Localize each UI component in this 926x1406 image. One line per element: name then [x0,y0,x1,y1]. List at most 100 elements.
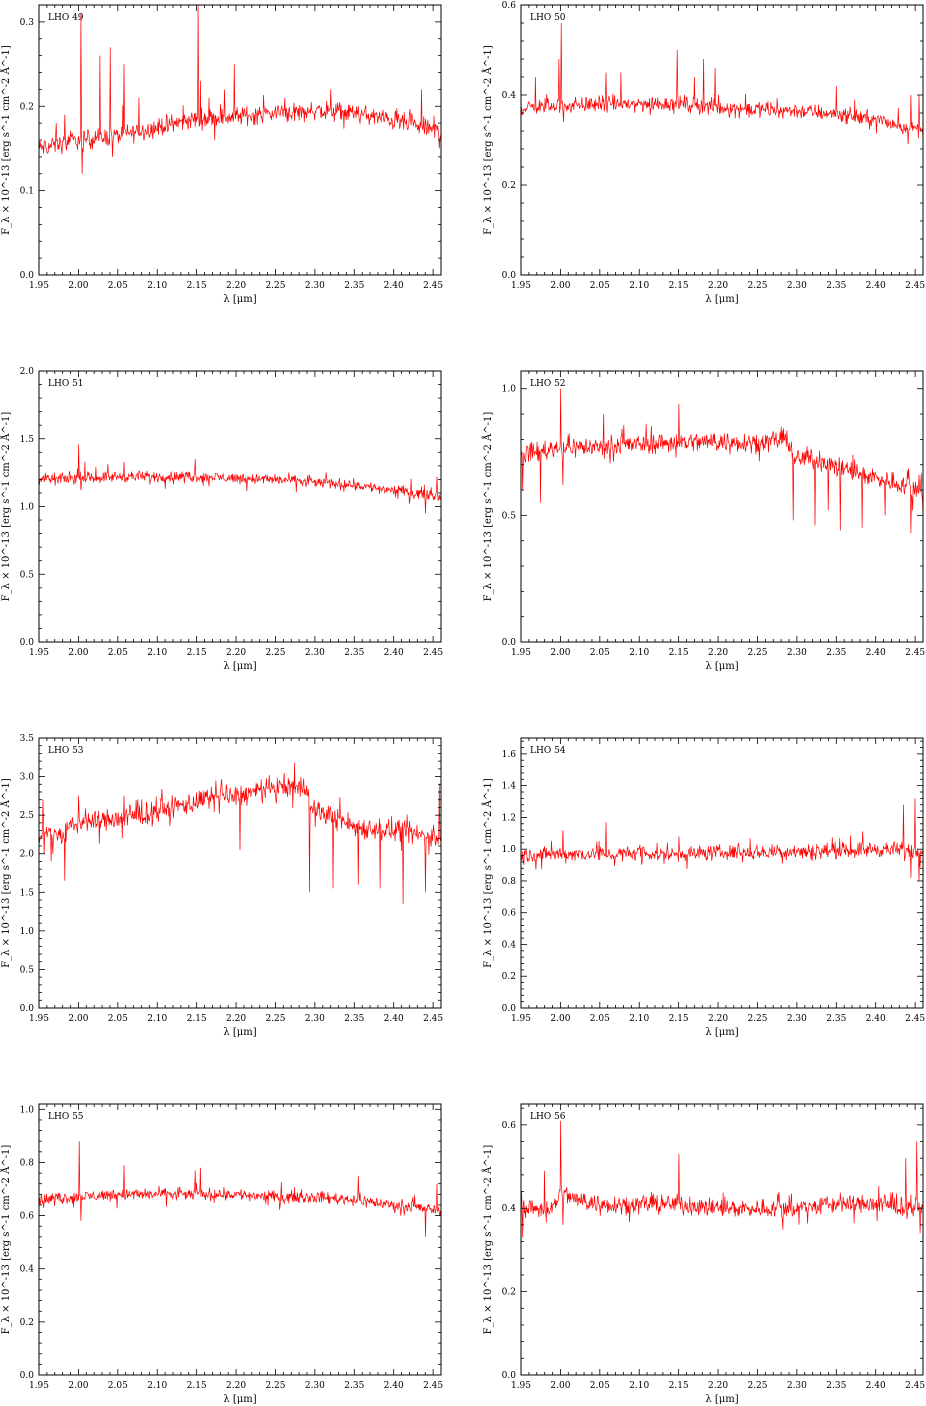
panel-label: LHO 51 [48,379,84,389]
panel-1: 1.95 2.00 2.05 2.10 2.15 2.20 2.25 2.30 2.35 2.40… [0,4,443,305]
x-tick-label: 2.25 [747,281,767,291]
y-tick-label: 0.8 [502,877,517,887]
y-tick-label: 2.0 [20,367,35,377]
plot-frame [520,4,924,276]
y-tick-label: 3.0 [20,773,35,783]
x-tick-label: 2.10 [147,1014,167,1024]
panel-5: 1.95 2.00 2.05 2.10 2.15 2.20 2.25 2.30 2.35 2.40… [0,734,443,1038]
x-tick-label: 2.30 [305,648,325,658]
y-tick-label: 1.0 [20,1105,35,1115]
panel-label: LHO 55 [48,1112,84,1122]
x-tick-label: 2.05 [590,1014,610,1024]
plot-frame [38,370,442,643]
x-tick-label: 2.20 [708,648,728,658]
y-tick-label: 1.4 [502,782,517,792]
x-tick-label: 2.25 [265,648,285,658]
y-tick-label: 0.6 [20,1212,35,1222]
x-tick-label: 2.35 [826,281,846,291]
x-tick-label: 2.35 [344,1014,364,1024]
x-axis-label: λ [μm] [223,1027,256,1038]
spectrum-line [39,1141,441,1237]
panel-6: 1.95 2.00 2.05 2.10 2.15 2.20 2.25 2.30 2.35 2.40… [482,737,925,1038]
panel-8: 1.95 2.00 2.05 2.10 2.15 2.20 2.25 2.30 2.35 2.40… [482,1103,925,1405]
x-tick-label: 2.10 [147,281,167,291]
x-tick-label: 2.05 [590,1381,610,1391]
x-tick-label: 2.30 [787,1381,807,1391]
x-tick-label: 2.10 [629,281,649,291]
y-axis-label: F_λ × 10^-13 [erg s^-1 cm^-2 Å^-1] [0,412,12,602]
x-axis-label: λ [μm] [223,1394,256,1405]
x-tick-label: 2.30 [787,1014,807,1024]
y-tick-label: 0.0 [20,271,35,281]
x-tick-label: 2.45 [905,648,925,658]
y-axis-label: F_λ × 10^-13 [erg s^-1 cm^-2 Å^-1] [0,778,12,968]
y-tick-label: 1.2 [502,813,516,823]
y-tick-label: 0.3 [20,18,35,28]
y-axis-label: F_λ × 10^-13 [erg s^-1 cm^-2 Å^-1] [0,45,12,235]
x-tick-label: 1.95 [29,1014,49,1024]
plot-frame [38,1103,442,1376]
spectrum-line [521,388,923,534]
panel-label: LHO 50 [530,13,566,23]
x-tick-label: 2.10 [629,648,649,658]
panel-3: 1.95 2.00 2.05 2.10 2.15 2.20 2.25 2.30 2.35 2.40… [0,367,443,672]
y-tick-label: 0.2 [502,972,516,982]
plot-frame [520,1103,924,1376]
plot-frame [520,370,924,643]
x-tick-label: 2.15 [187,1381,207,1391]
x-tick-label: 2.25 [747,1381,767,1391]
y-tick-label: 0.5 [502,511,517,521]
x-tick-label: 2.15 [669,648,689,658]
panel-label: LHO 54 [530,746,566,756]
x-tick-label: 2.45 [423,1381,443,1391]
y-tick-label: 0.1 [20,187,34,197]
x-tick-label: 2.20 [226,1381,246,1391]
x-tick-label: 2.00 [550,1014,570,1024]
x-tick-label: 2.40 [866,281,886,291]
x-tick-label: 2.45 [423,281,443,291]
x-tick-label: 2.15 [669,1014,689,1024]
x-tick-label: 1.95 [511,648,531,658]
y-tick-label: 0.2 [20,1318,34,1328]
x-tick-label: 2.30 [787,281,807,291]
x-tick-label: 2.00 [68,1014,88,1024]
x-tick-label: 2.30 [787,648,807,658]
x-tick-label: 2.05 [108,1381,128,1391]
x-tick-label: 2.35 [826,648,846,658]
panel-4: 1.95 2.00 2.05 2.10 2.15 2.20 2.25 2.30 2.35 2.40… [482,370,925,672]
x-axis-label: λ [μm] [705,661,738,672]
x-tick-label: 2.05 [108,1014,128,1024]
x-tick-label: 2.20 [226,281,246,291]
y-tick-label: 0.4 [20,1265,35,1275]
y-tick-label: 0.0 [502,638,517,648]
x-tick-label: 2.40 [866,1014,886,1024]
y-tick-label: 1.0 [20,503,35,513]
x-tick-label: 2.30 [305,281,325,291]
x-tick-label: 2.25 [265,1014,285,1024]
y-axis-label: F_λ × 10^-13 [erg s^-1 cm^-2 Å^-1] [482,412,494,602]
plot-frame [520,737,924,1009]
x-tick-label: 2.40 [384,1014,404,1024]
x-tick-label: 2.35 [344,1381,364,1391]
y-tick-label: 0.0 [20,1371,35,1381]
spectrum-line [521,798,923,881]
plot-frame [38,4,442,276]
x-tick-label: 2.15 [669,1381,689,1391]
y-tick-label: 0.6 [502,1121,517,1131]
panel-7: 1.95 2.00 2.05 2.10 2.15 2.20 2.25 2.30 2.35 2.40… [0,1103,443,1405]
x-tick-label: 2.05 [108,281,128,291]
y-tick-label: 0.5 [20,965,35,975]
y-tick-label: 0.0 [502,1371,517,1381]
x-tick-label: 2.10 [629,1381,649,1391]
y-axis-label: F_λ × 10^-13 [erg s^-1 cm^-2 Å^-1] [0,1145,12,1335]
panel-label: LHO 56 [530,1112,566,1122]
x-tick-label: 2.15 [187,1014,207,1024]
x-tick-label: 2.30 [305,1381,325,1391]
spectrum-line [521,1120,923,1238]
x-tick-label: 2.40 [384,648,404,658]
x-tick-label: 2.00 [68,281,88,291]
y-tick-label: 0.6 [502,909,517,919]
y-tick-label: 0.4 [502,1204,517,1214]
y-tick-label: 0.4 [502,91,517,101]
